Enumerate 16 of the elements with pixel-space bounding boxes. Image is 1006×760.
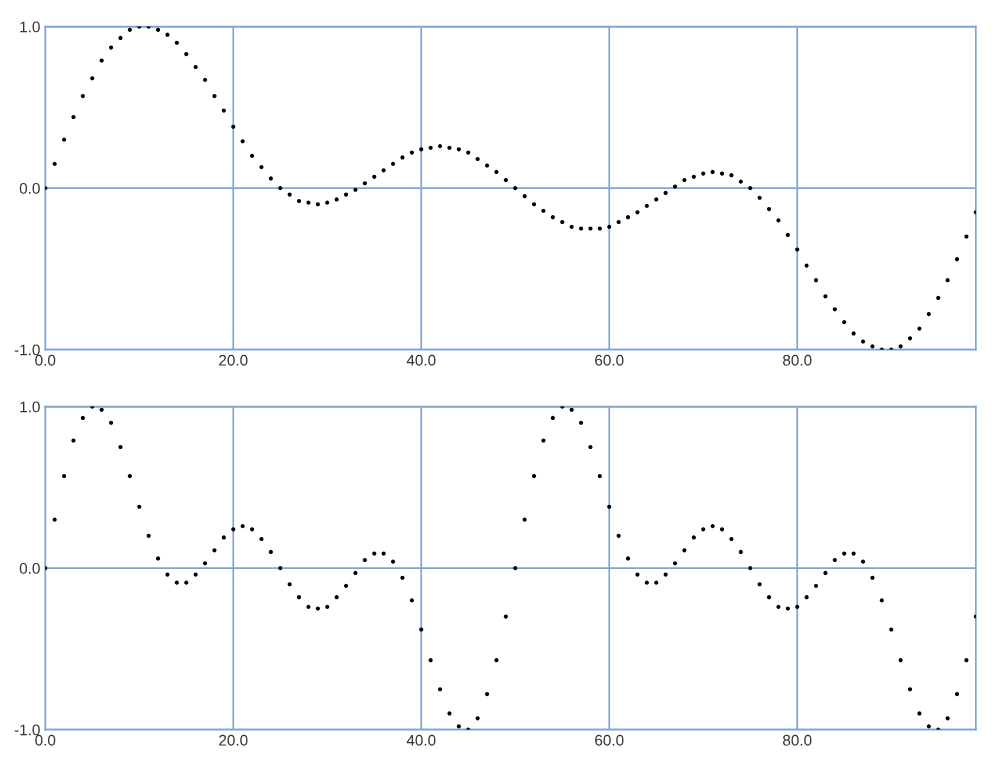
y-tick-label: 0.0 <box>19 562 40 574</box>
y-tick-label: 0.0 <box>19 182 40 194</box>
x-tick-label: 20.0 <box>219 354 248 366</box>
x-tick-label: 60.0 <box>595 734 624 746</box>
y-tick-label: -1.0 <box>14 344 40 356</box>
x-tick-label: 20.0 <box>219 734 248 746</box>
x-tick-label: 80.0 <box>783 354 812 366</box>
x-tick-label: 80.0 <box>783 734 812 746</box>
x-tick-label: 0.0 <box>35 354 56 366</box>
x-tick-label: 0.0 <box>35 734 56 746</box>
y-tick-label: 1.0 <box>20 401 40 413</box>
y-tick-label: 1.0 <box>20 21 40 33</box>
x-tick-label: 40.0 <box>406 354 436 366</box>
x-tick-label: 40.0 <box>406 734 436 746</box>
x-tick-label: 60.0 <box>595 354 624 366</box>
y-tick-label: -1.0 <box>14 724 40 736</box>
